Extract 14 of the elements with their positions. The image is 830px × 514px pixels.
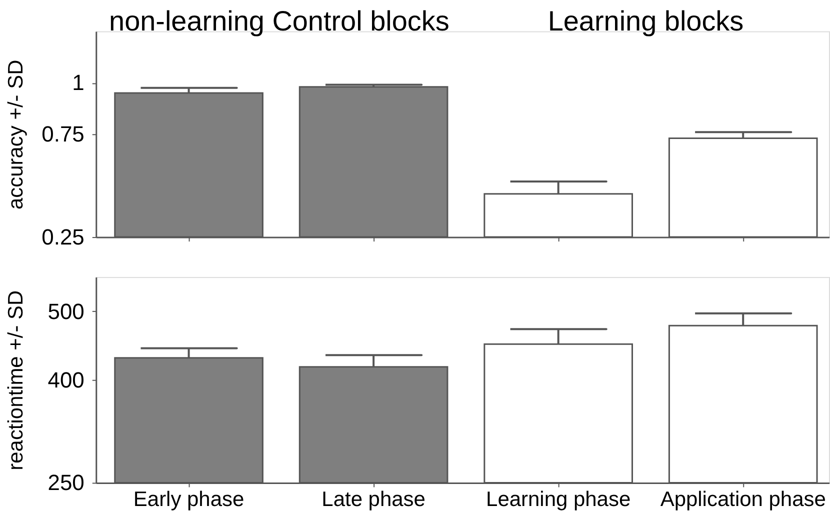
x-tick-label: Early phase: [133, 488, 244, 512]
x-tick-label: Learning phase: [486, 488, 631, 512]
y-axis-title: reactiontime +/- SD: [4, 290, 28, 470]
y-tick-label: 0.75: [42, 122, 84, 147]
x-tick-label: Late phase: [322, 488, 426, 512]
y-tick-label: 400: [48, 367, 84, 392]
annotation: Learning blocks: [548, 5, 744, 36]
y-tick-label: 0.25: [42, 224, 84, 250]
y-tick-label: 250: [48, 470, 84, 496]
y-tick-label: 500: [48, 298, 84, 324]
y-tick-label: 1: [72, 70, 84, 96]
y-axis-title: accuracy +/- SD: [4, 60, 28, 210]
annotation: non-learning Control blocks: [109, 5, 450, 36]
x-tick-label: Application phase: [660, 488, 826, 512]
